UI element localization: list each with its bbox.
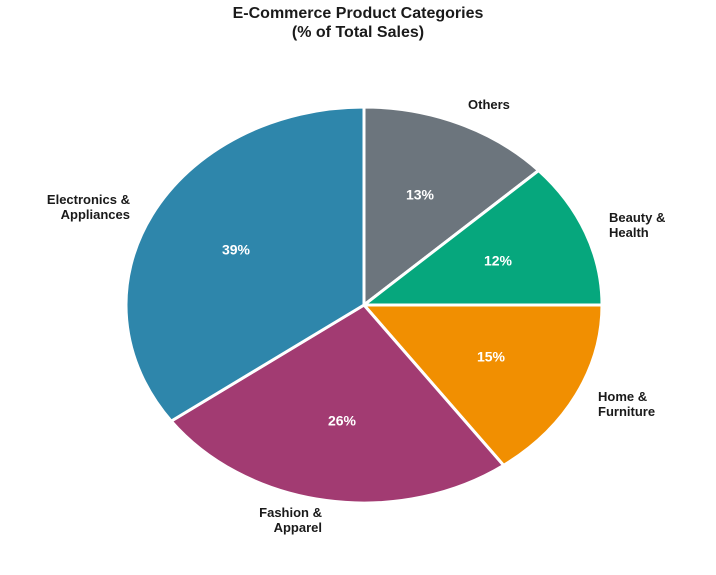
slice-electronics-appliances[interactable]	[124, 105, 366, 423]
category-label-others: Others	[468, 97, 510, 112]
slice-others[interactable]	[362, 105, 541, 307]
pct-label-fashion-apparel: 26%	[328, 413, 357, 429]
chart-title-line1: E-Commerce Product Categories	[232, 5, 484, 22]
pct-label-others: 13%	[406, 187, 435, 203]
slice-home-furniture[interactable]	[362, 303, 604, 467]
category-label-electronics-appliances: Electronics & Appliances	[46, 192, 130, 222]
category-label-home-furniture: Home & Furniture	[598, 389, 656, 419]
slice-beauty-health[interactable]	[362, 169, 604, 307]
category-label-beauty-health: Beauty & Health	[609, 210, 666, 240]
pct-label-electronics-appliances: 39%	[222, 242, 251, 258]
pct-label-beauty-health: 12%	[484, 253, 513, 269]
chart-subtitle: (% of Total Sales)	[291, 24, 425, 41]
chart-title: E-Commerce Product Categories (% of Tota…	[0, 4, 716, 42]
pct-label-home-furniture: 15%	[477, 349, 506, 365]
category-label-fashion-apparel: Fashion & Apparel	[259, 505, 322, 535]
slice-fashion-apparel[interactable]	[169, 303, 506, 505]
